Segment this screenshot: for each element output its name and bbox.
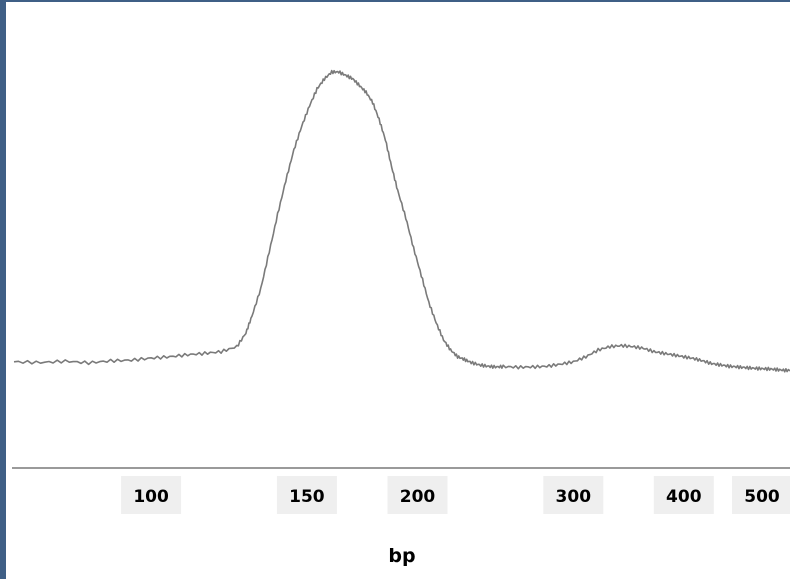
tick-label-box-200 bbox=[387, 476, 448, 514]
tick-label-box-150 bbox=[276, 476, 337, 514]
x-tick-label-100: 100 bbox=[133, 487, 169, 507]
x-tick-label-500: 500 bbox=[744, 487, 780, 507]
series-line-trace bbox=[13, 69, 790, 373]
x-tick-label-400: 400 bbox=[666, 487, 702, 507]
tick-label-box-100 bbox=[121, 476, 182, 514]
x-axis-title: bp bbox=[388, 545, 415, 567]
x-tick-labels: 100 150 200 300 400 500 bbox=[121, 476, 790, 514]
x-tick-label-300: 300 bbox=[556, 487, 592, 507]
x-tick-label-200: 200 bbox=[400, 487, 436, 507]
tick-label-box-400 bbox=[653, 476, 714, 514]
electropherogram-chart: 100 150 200 300 400 500 bp bbox=[12, 69, 790, 567]
x-tick-label-150: 150 bbox=[289, 487, 325, 507]
tick-label-box-300 bbox=[543, 476, 604, 514]
tick-label-box-500 bbox=[732, 476, 790, 514]
